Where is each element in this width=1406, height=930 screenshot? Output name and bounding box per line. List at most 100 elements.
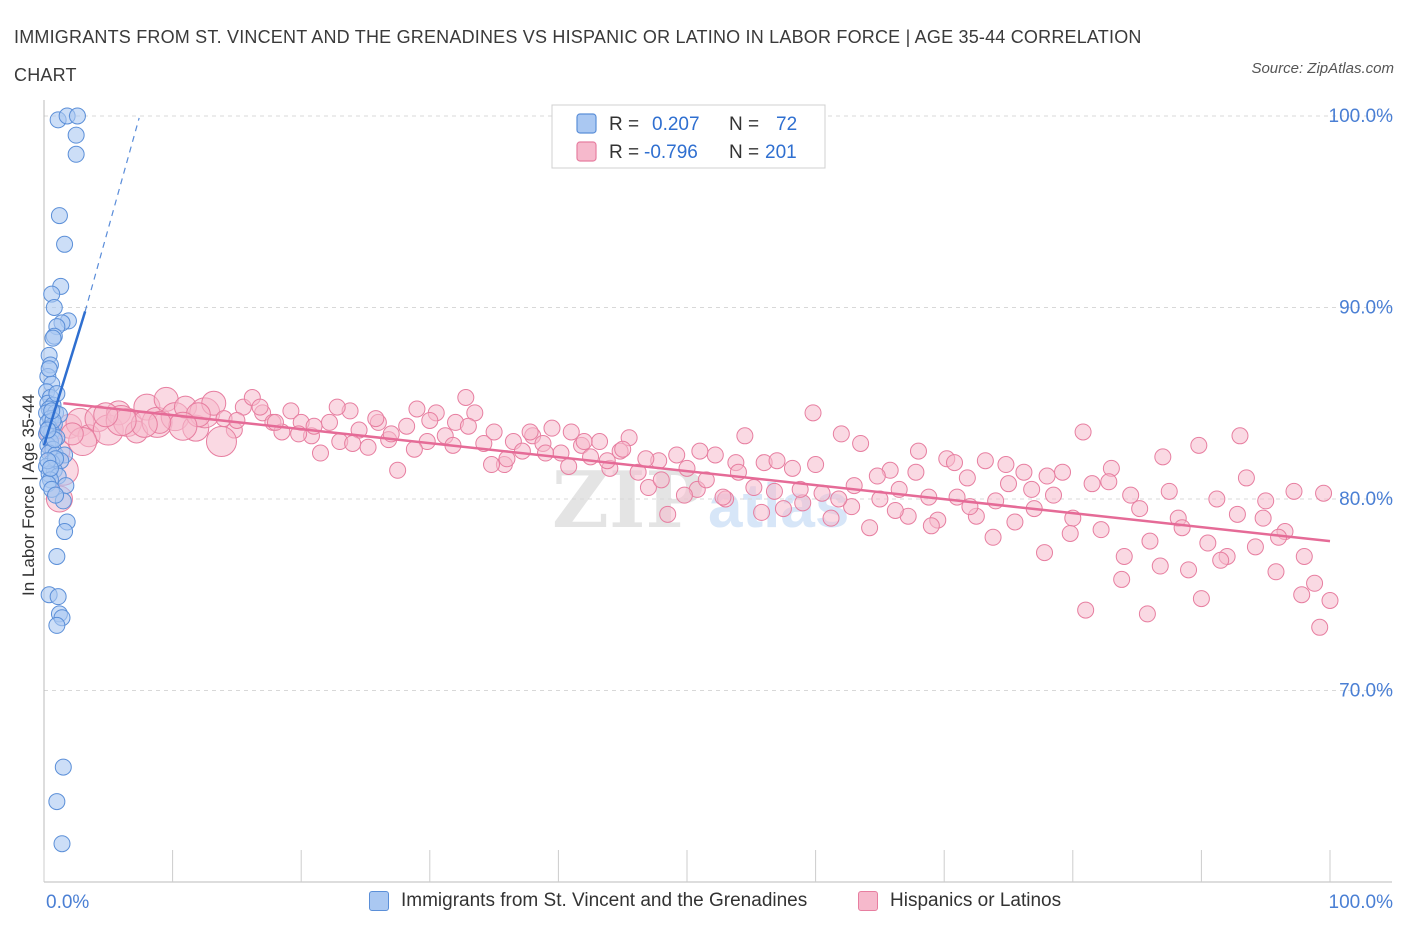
immigrants-point-6 [56, 235, 74, 253]
immigrants-point-52 [56, 523, 74, 541]
hispanics-point-70 [706, 446, 724, 464]
hispanics-point-139 [1231, 427, 1249, 445]
hispanics-point-138 [1254, 509, 1272, 527]
immigrants-point-5 [50, 207, 68, 225]
hispanics-point-53 [543, 419, 561, 437]
hispanics-point-109 [1083, 475, 1101, 493]
immigrants-point-59 [54, 758, 72, 776]
hispanics-point-83 [832, 425, 850, 443]
hispanics-point-150 [1023, 480, 1041, 498]
hispanics-point-146 [1100, 473, 1118, 491]
hispanics-point-112 [1113, 570, 1131, 588]
immigrants-point-2 [68, 107, 86, 125]
immigrants-point-70 [47, 486, 65, 504]
hispanics-point-29 [311, 444, 329, 462]
hispanics-trend-line [63, 402, 1331, 543]
y-tick-labels: 70.0% 80.0% 90.0% 100.0% [1329, 106, 1394, 702]
hispanics-point-164 [753, 503, 771, 521]
hispanics-point-85 [852, 434, 870, 452]
y-tick-label-3: 100.0% [1329, 106, 1394, 127]
immigrants-point-60 [48, 793, 66, 811]
hispanics-point-171 [614, 440, 632, 458]
hispanics-point-82 [822, 509, 840, 527]
hispanics-point-162 [791, 480, 809, 498]
hispanics-point-181 [421, 411, 439, 429]
svg-immigrants-points [38, 107, 86, 853]
hispanics-point-142 [1173, 519, 1191, 537]
hispanics-point-38 [398, 417, 416, 435]
hispanics-point-157 [886, 501, 904, 519]
hispanics-point-63 [639, 479, 657, 497]
legend-r-label-pink: R = [609, 142, 639, 163]
y-axis-label: In Labor Force | Age 35-44 [19, 394, 38, 596]
hispanics-point-130 [1285, 482, 1303, 500]
hispanics-point-78 [783, 459, 801, 477]
hispanics-point-127 [1257, 492, 1275, 510]
legend-top: R = 0.207 N = 72 R = -0.796 N = 201 [551, 104, 826, 169]
hispanics-point-144 [1138, 605, 1156, 623]
hispanics-point-182 [405, 440, 423, 458]
hispanics-point-100 [997, 456, 1015, 474]
immigrants-point-55 [49, 588, 67, 606]
legend-label-immigrants: Immigrants from St. Vincent and the Gren… [401, 890, 808, 911]
hispanics-point-62 [629, 463, 647, 481]
source-label: Source: ZipAtlas.com [1251, 60, 1394, 77]
immigrants-point-3 [67, 126, 85, 144]
hispanics-point-156 [907, 463, 925, 481]
legend-item-hispanics: Hispanics or Latinos [858, 890, 1061, 912]
hispanics-point-124 [1228, 505, 1246, 523]
hispanics-point-186 [328, 398, 346, 416]
y-tick-label-0: 70.0% [1339, 681, 1393, 702]
legend-swatch-blue [576, 113, 597, 134]
legend-swatch-immigrants [369, 891, 389, 911]
hispanics-point-143 [1154, 448, 1172, 466]
hispanics-point-126 [1246, 538, 1264, 556]
hispanics-point-91 [909, 442, 927, 460]
immigrants-trend-extension [84, 117, 140, 312]
legend-swatch-hispanics [858, 891, 878, 911]
hispanics-point-26 [282, 402, 300, 420]
hispanics-point-132 [1306, 574, 1324, 592]
legend-top-box [551, 104, 826, 169]
legend-n-label-pink: N = [729, 142, 759, 163]
hispanics-point-65 [659, 505, 677, 523]
legend-label-hispanics: Hispanics or Latinos [890, 890, 1062, 911]
legend-r-value-pink: -0.796 [644, 142, 698, 163]
hispanics-point-185 [344, 434, 362, 452]
hispanics-point-135 [1311, 618, 1329, 636]
hispanics-point-66 [668, 446, 686, 464]
hispanics-point-141 [1192, 590, 1210, 608]
hispanics-point-74 [745, 479, 763, 497]
hispanics-point-148 [1061, 524, 1079, 542]
hispanics-point-169 [652, 471, 670, 489]
y-tick-label-1: 80.0% [1339, 489, 1393, 510]
hispanics-points [38, 386, 1339, 636]
hispanics-point-133 [1315, 484, 1333, 502]
hispanics-point-161 [807, 456, 825, 474]
hispanics-point-37 [389, 461, 407, 479]
hispanics-point-116 [1151, 557, 1169, 575]
hispanics-point-77 [774, 500, 792, 518]
immigrants-point-14 [44, 329, 62, 347]
x-tick-label-1: 100.0% [1329, 892, 1394, 913]
hispanics-point-140 [1212, 551, 1230, 569]
hispanics-point-168 [675, 486, 693, 504]
hispanics-point-34 [359, 438, 377, 456]
hispanics-point-190 [251, 398, 269, 416]
hispanics-point-158 [868, 467, 886, 485]
hispanics-point-173 [575, 433, 593, 451]
hispanics-point-179 [459, 417, 477, 435]
hispanics-point-80 [804, 404, 822, 422]
immigrants-point-4 [67, 145, 85, 163]
hispanics-point-84 [843, 498, 861, 516]
hispanics-point-104 [1036, 544, 1054, 562]
legend-r-value-blue: 0.207 [652, 114, 700, 135]
hispanics-point-105 [1045, 486, 1063, 504]
hispanics-point-106 [1054, 463, 1072, 481]
hispanics-point-149 [1038, 467, 1056, 485]
immigrants-point-53 [48, 547, 66, 565]
hispanics-point-160 [830, 490, 848, 508]
hispanics-point-145 [1115, 547, 1133, 565]
legend-item-immigrants: Immigrants from St. Vincent and the Gren… [369, 890, 807, 912]
